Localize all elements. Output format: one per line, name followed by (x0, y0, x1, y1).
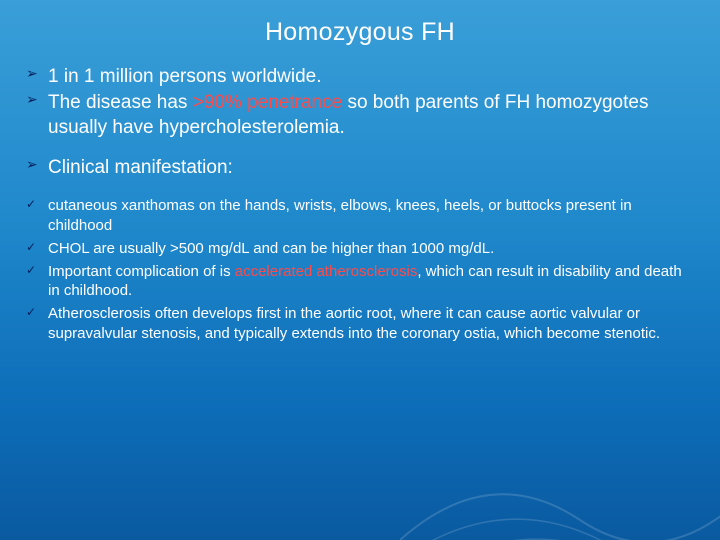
sub-bullet-complication: Important complication of is accelerated… (26, 262, 694, 302)
highlight-atherosclerosis: accelerated atherosclerosis (235, 263, 418, 280)
sub-bullet-list: cutaneous xanthomas on the hands, wrists… (26, 196, 694, 344)
slide-title: Homozygous FH (26, 18, 694, 47)
background-decoration-icon (400, 400, 720, 540)
main-bullet-list: 1 in 1 million persons worldwide. The di… (26, 65, 694, 140)
text-segment: Important complication of is (48, 263, 235, 280)
bullet-clinical-header: Clinical manifestation: (26, 156, 694, 180)
bullet-prevalence: 1 in 1 million persons worldwide. (26, 65, 694, 89)
slide-container: Homozygous FH 1 in 1 million persons wor… (0, 0, 720, 540)
sub-bullet-xanthomas: cutaneous xanthomas on the hands, wrists… (26, 196, 694, 236)
text-segment: The disease has (48, 92, 193, 113)
main-bullet-list-2: Clinical manifestation: (26, 156, 694, 180)
sub-bullet-chol: CHOL are usually >500 mg/dL and can be h… (26, 239, 694, 259)
bullet-penetrance: The disease has >90% penetrance so both … (26, 91, 694, 140)
sub-bullet-aortic: Atherosclerosis often develops first in … (26, 304, 694, 344)
highlight-penetrance: >90% penetrance (193, 92, 342, 113)
